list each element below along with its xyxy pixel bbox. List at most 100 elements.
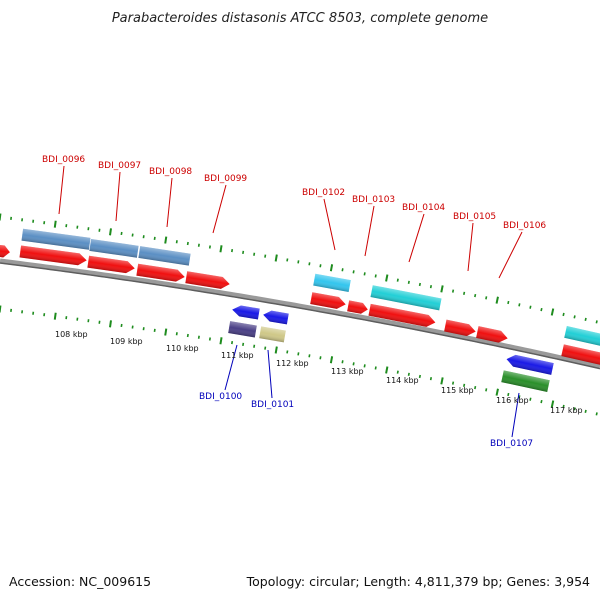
outer-tick [109,228,112,236]
inner-tick [407,372,410,376]
gene-bdi-0102[interactable] [313,273,351,292]
gene-label-bdi-0096[interactable]: BDI_0096 [42,155,85,165]
cds-forward-1-shade [0,243,10,258]
cds-forward-11-shade [561,344,600,365]
gene-bdi-0097[interactable] [89,238,139,258]
gene-label-bdi-0107[interactable]: BDI_0107 [490,439,533,449]
gene-bdi-0101[interactable] [259,326,286,343]
inner-tick [540,399,543,404]
gene-bdi-0101-shade [259,326,286,343]
inner-tick [595,412,598,416]
inner-tick [550,400,555,408]
gene-labels-forward: BDI_0096 BDI_0097 BDI_0098 BDI_0099 BDI_… [42,155,546,231]
genome-backbone [0,258,600,370]
gene-labels-reverse: BDI_0100 BDI_0101 BDI_0107 [199,392,533,449]
outer-tick [429,285,433,289]
gene-label-bdi-0102[interactable]: BDI_0102 [302,188,345,198]
inner-tick [451,381,455,385]
cds-forward-4[interactable] [136,263,185,283]
outer-tick [540,307,543,312]
inner-tick [286,350,289,354]
inner-tick [573,407,576,411]
cds-forward-6-shade [310,292,346,309]
gene-bdi-0107-arrow[interactable] [505,353,554,375]
inner-tick [329,356,334,364]
gene-label-bdi-0098[interactable]: BDI_0098 [149,167,192,177]
cds-forward-7[interactable] [347,300,369,314]
gene-bdi-0106-block-shade [564,325,600,348]
cds-forward-10[interactable] [476,326,509,344]
gene-label-bdi-0106[interactable]: BDI_0106 [503,221,546,231]
outer-tick [529,305,532,309]
inner-tick [363,364,366,368]
leader-bdi-0101 [267,349,273,399]
gene-label-bdi-0101[interactable]: BDI_0101 [251,400,294,410]
inner-tick [463,383,466,387]
outer-tick [440,285,444,293]
outer-tick [264,254,267,258]
cds-forward-2[interactable] [19,245,87,267]
inner-tick [529,397,532,401]
cds-forward-9-shade [444,319,476,336]
inner-tick [474,385,477,390]
cds-forward-8[interactable] [368,303,436,329]
gene-label-bdi-0105[interactable]: BDI_0105 [453,212,496,222]
inner-tick [396,370,399,374]
gene-label-bdi-0100[interactable]: BDI_0100 [199,392,242,402]
outer-tick [562,312,565,317]
inner-tick [385,366,389,374]
outer-tick [297,260,300,264]
kbp-axis-labels: 108 kbp 109 kbp 110 kbp 111 kbp 112 kbp … [55,330,583,415]
backbone-line [0,258,600,370]
gene-bdi-0100[interactable] [228,321,257,338]
cds-forward-5[interactable] [185,271,230,290]
gene-bdi-0101-arrow-shade [263,310,289,325]
gene-label-bdi-0097[interactable]: BDI_0097 [98,161,141,171]
outer-tick [550,308,555,316]
gene-label-bdi-0103[interactable]: BDI_0103 [352,195,395,205]
gene-bdi-0098[interactable] [138,246,191,266]
inner-tick [584,409,587,413]
gene-bdi-0096-shade [21,228,91,250]
outer-tick [374,274,377,278]
outer-tick [53,220,57,228]
inner-tick [495,388,499,396]
outer-tick [485,296,488,300]
gene-bdi-0096[interactable] [21,228,91,250]
gene-bdi-0101-arrow[interactable] [262,309,289,325]
outer-tick [407,280,410,284]
gene-bdi-0107[interactable] [501,370,550,392]
gene-features [0,228,600,392]
inner-tick [297,352,300,356]
outer-tick [584,317,587,321]
inner-tick [274,346,278,354]
inner-tick [319,356,322,360]
gene-bdi-0098-shade [138,246,191,266]
cds-forward-9[interactable] [444,319,477,338]
leader-bdi-0100 [224,344,238,391]
cds-forward-3[interactable] [87,255,135,275]
gene-label-bdi-0104[interactable]: BDI_0104 [402,203,445,213]
gene-bdi-0106-block[interactable] [564,325,600,348]
cds-forward-7-shade [347,300,368,314]
kbp-label: 113 kbp [331,367,364,376]
outer-tick [308,262,311,266]
gene-bdi-0100-arrow[interactable] [231,304,260,320]
gene-bdi-0104[interactable] [370,285,442,311]
cds-forward-6[interactable] [310,292,347,310]
map-title: Parabacteroides distasonis ATCC 8503, co… [112,11,488,26]
kbp-label: 112 kbp [276,359,309,368]
outer-tick [595,320,598,324]
kbp-label: 110 kbp [166,344,199,353]
inner-tick [219,337,223,345]
gene-bdi-0107-arrow-shade [506,354,554,375]
cds-forward-1[interactable] [0,243,11,258]
gene-bdi-0100-shade [228,321,257,338]
outer-tick [451,289,455,293]
inner-tick [429,377,433,381]
gene-label-bdi-0099[interactable]: BDI_0099 [204,174,247,184]
cds-forward-2-shade [19,245,87,266]
outer-tick [286,258,289,262]
outer-tick [507,300,510,305]
cds-forward-11[interactable] [561,344,600,366]
